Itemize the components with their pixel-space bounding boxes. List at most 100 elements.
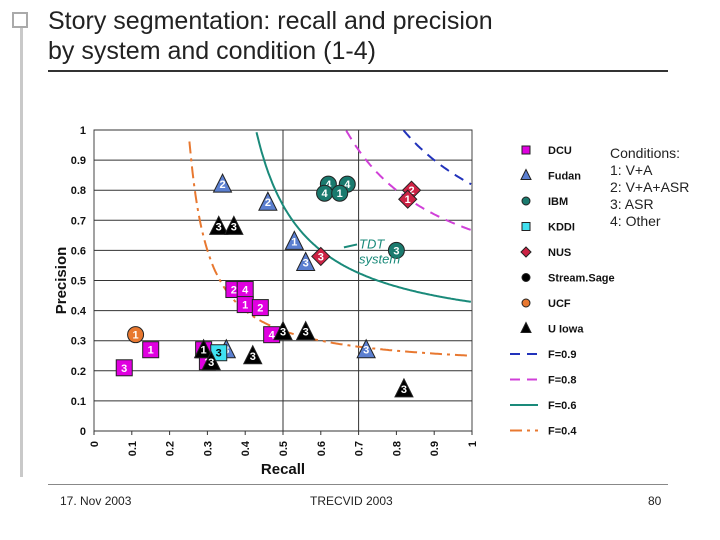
title-line-2: by system and condition (1-4)	[48, 37, 376, 65]
x-tick-label: 0.2	[165, 441, 177, 456]
legend-label: NUS	[548, 247, 571, 259]
data-point-label: 2	[265, 197, 271, 209]
data-point-label: 2	[231, 285, 237, 297]
legend-label: DCU	[548, 145, 572, 157]
y-tick-label: 0.3	[71, 336, 86, 348]
data-point-dcu	[115, 359, 133, 377]
data-point-label: 3	[318, 251, 324, 263]
data-point-fudan	[356, 338, 376, 359]
data-point-label: 3	[121, 363, 127, 375]
legend-marker	[521, 145, 531, 155]
y-tick-label: 0.7	[71, 215, 86, 227]
data-point-label: 1	[148, 345, 154, 357]
annotation-text: system	[359, 251, 400, 266]
data-point-dcu	[142, 341, 160, 359]
data-point-uiowa	[295, 320, 316, 341]
data-point-ibm	[387, 241, 405, 259]
annotation-arrow	[343, 243, 358, 249]
legend-marker	[521, 222, 531, 231]
data-point-label: 4	[325, 179, 332, 191]
y-tick-label: 0.6	[71, 245, 86, 257]
data-point-ucf	[127, 326, 145, 344]
data-point-label: 4	[322, 188, 329, 200]
data-point-label: 1	[201, 345, 207, 357]
x-tick-label: 0.9	[429, 441, 441, 456]
condition-item-3: 3: ASR	[610, 196, 654, 212]
legend-label: IBM	[548, 196, 568, 208]
legend-marker	[521, 273, 531, 282]
f-curve-0.6	[255, 132, 472, 303]
legend-label: F=0.8	[548, 375, 576, 387]
data-point-nus	[311, 246, 331, 267]
data-point-label: 3	[363, 345, 369, 357]
slide-side-rule	[20, 22, 23, 477]
x-tick-label: 0.4	[240, 440, 252, 456]
x-tick-label: 0.1	[127, 441, 139, 456]
legend-label: Stream.Sage	[548, 273, 615, 285]
data-point-nus	[398, 189, 418, 209]
y-tick-label: 0.8	[71, 185, 86, 197]
data-point-label: 1	[337, 188, 343, 200]
f-curve-0.9	[402, 129, 472, 186]
legend-label: KDDI	[548, 222, 575, 234]
legend-label: F=0.6	[548, 400, 576, 412]
data-point-uiowa	[273, 320, 293, 341]
data-point-label: 4	[344, 179, 351, 191]
slide-corner-box	[12, 12, 28, 28]
y-tick-label: 0.2	[71, 366, 86, 378]
data-point-label: 2	[219, 179, 225, 191]
data-point-uiowa	[224, 215, 244, 235]
data-point-label: 3	[216, 348, 222, 360]
data-point-label: 3	[280, 327, 286, 339]
data-point-label: 3	[303, 257, 309, 269]
footer-date: 17. Nov 2003	[60, 494, 132, 508]
x-tick-label: 0.7	[354, 441, 366, 456]
legend-label: F=0.9	[548, 349, 576, 361]
y-tick-label: 0.1	[71, 396, 86, 408]
y-tick-label: 0.5	[71, 276, 86, 288]
data-point-label: 3	[216, 221, 222, 233]
x-tick-label: 0.6	[316, 441, 328, 456]
data-point-label: 1	[405, 194, 411, 206]
legend-marker	[520, 246, 532, 258]
data-point-label: 1	[291, 236, 297, 248]
x-axis-label: Recall	[261, 461, 305, 478]
x-tick-label: 0	[89, 441, 101, 447]
y-axis-label: Precision	[53, 247, 70, 315]
condition-item-2: 2: V+A+ASR	[610, 179, 690, 195]
x-tick-label: 0.5	[278, 441, 290, 456]
data-point-uiowa	[201, 350, 221, 371]
data-point-fudan	[258, 191, 278, 211]
title-line-1: Story segmentation: recall and precision	[48, 7, 493, 35]
condition-item-1: 1: V+A	[610, 162, 653, 178]
data-point-label: 3	[208, 357, 214, 369]
legend-label: UCF	[548, 298, 571, 310]
data-point-label: 1	[133, 330, 139, 342]
data-point-uiowa	[394, 377, 414, 398]
data-point-fudan	[295, 251, 316, 271]
x-tick-label: 0.8	[391, 441, 403, 456]
y-tick-label: 0.9	[71, 155, 86, 167]
x-tick-label: 1	[467, 441, 479, 447]
condition-item-4: 4: Other	[610, 213, 661, 229]
footer-event: TRECVID 2003	[310, 494, 393, 508]
conditions-heading: Conditions:	[610, 145, 681, 161]
footer-page-number: 80	[648, 494, 662, 508]
data-point-label: 2	[408, 185, 414, 197]
conditions-box: Conditions: 1: V+A 2: V+A+ASR 3: ASR 4: …	[610, 145, 689, 230]
legend-label: Fudan	[548, 171, 581, 183]
title-underline	[48, 70, 668, 72]
data-point-ibm	[331, 184, 349, 202]
legend-marker	[521, 298, 531, 308]
data-point-label: 4	[242, 285, 249, 297]
data-point-label: 3	[401, 384, 407, 396]
footer-rule	[48, 484, 668, 485]
f-curve-0.8	[345, 130, 472, 231]
legend-marker	[520, 168, 532, 180]
legend-label: F=0.4	[548, 426, 577, 438]
f-curve-0.4	[188, 141, 471, 357]
data-point-label: 1	[242, 300, 248, 312]
y-tick-label: 0.4	[71, 306, 87, 318]
legend-marker	[521, 196, 531, 206]
data-point-fudan	[212, 173, 233, 193]
